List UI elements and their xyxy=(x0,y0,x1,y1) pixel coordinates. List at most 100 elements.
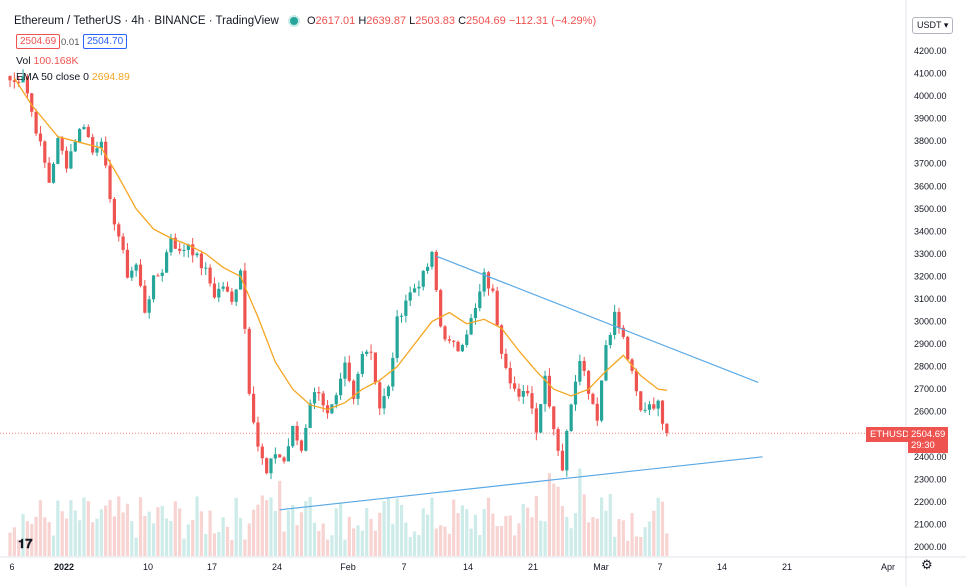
volume-bar xyxy=(95,518,99,556)
x-tick-label: Feb xyxy=(340,562,356,572)
volume-bar xyxy=(195,496,199,556)
volume-bar xyxy=(121,512,125,556)
candle-body xyxy=(265,458,269,474)
volume-bar xyxy=(469,528,473,556)
ema-label: EMA 50 close 0 xyxy=(16,71,89,83)
volume-bar xyxy=(630,513,634,556)
candle-body xyxy=(73,141,77,152)
volume-bar xyxy=(595,518,599,556)
volume-bar xyxy=(539,520,543,556)
currency-label: USDT xyxy=(917,20,942,30)
candle-body xyxy=(291,425,295,447)
candle-body xyxy=(147,299,151,313)
volume-bar xyxy=(265,500,269,556)
ema-legend[interactable]: EMA 50 close 0 2694.89 xyxy=(16,71,130,83)
candle-body xyxy=(182,249,186,251)
candle-body xyxy=(534,408,538,433)
candle-body xyxy=(186,244,190,250)
candle-body xyxy=(452,340,456,342)
volume-bar xyxy=(643,527,647,556)
volume-bar xyxy=(360,530,364,556)
candle-body xyxy=(125,249,130,278)
volume-bar xyxy=(513,535,517,556)
volume-bar xyxy=(208,510,212,556)
volume-bar xyxy=(212,533,217,556)
volume-bar xyxy=(317,530,321,556)
volume-label: Vol xyxy=(16,55,31,67)
volume-bar xyxy=(330,535,334,556)
chevron-down-icon: ▾ xyxy=(943,20,949,30)
volume-bar xyxy=(30,524,34,556)
candle-body xyxy=(343,362,347,379)
candle-body xyxy=(621,327,625,337)
candle-body xyxy=(569,404,573,431)
volume-bar xyxy=(591,517,595,556)
candle-body xyxy=(60,138,64,151)
ema-50-line xyxy=(13,77,667,411)
volume-bar xyxy=(430,497,434,556)
candle-body xyxy=(600,380,604,421)
candle-body xyxy=(339,378,343,396)
volume-bar xyxy=(104,505,108,556)
candle-body xyxy=(156,275,160,277)
volume-bar xyxy=(43,517,47,556)
candle-body xyxy=(234,289,238,302)
currency-button[interactable]: USDT ▾ xyxy=(912,17,954,34)
settings-gear-icon[interactable]: ⚙ xyxy=(921,557,933,572)
volume-bar xyxy=(321,523,325,556)
candle-body xyxy=(56,138,60,164)
candle-body xyxy=(178,248,182,251)
chart-header: Ethereum / TetherUS · 4h · BINANCE · Tra… xyxy=(14,15,596,27)
candle-body xyxy=(17,81,21,83)
symbol-title[interactable]: Ethereum / TetherUS · 4h · BINANCE · Tra… xyxy=(14,15,279,27)
volume-bar xyxy=(626,540,630,556)
candle-body xyxy=(626,336,630,360)
candle-body xyxy=(656,400,660,409)
volume-bar xyxy=(560,506,565,556)
y-tick-label: 3100.00 xyxy=(914,294,947,304)
volume-bar xyxy=(465,509,469,556)
volume-bar xyxy=(608,494,612,556)
candle-body xyxy=(460,344,464,352)
candle-body xyxy=(591,393,595,404)
candle-body xyxy=(491,288,495,291)
volume-legend[interactable]: Vol 100.168K xyxy=(16,55,79,67)
candle-body xyxy=(547,375,551,407)
x-tick-label: 7 xyxy=(657,562,662,572)
candle-body xyxy=(91,137,95,153)
volume-bar xyxy=(586,522,591,556)
candle-body xyxy=(173,237,177,249)
sell-price-box[interactable]: 2504.69 xyxy=(16,34,61,49)
candle-body xyxy=(308,403,312,428)
candle-body xyxy=(643,409,647,411)
volume-bar xyxy=(221,517,225,556)
volume-bar xyxy=(426,514,430,556)
candle-body xyxy=(238,270,243,290)
candle-body xyxy=(247,328,251,394)
tradingview-logo-icon[interactable]: 𝟏𝟕 xyxy=(18,536,33,551)
candle-body xyxy=(95,148,99,153)
symbol-price-tag: ETHUSDT xyxy=(866,427,919,442)
x-tick-label: 6 xyxy=(9,562,14,572)
volume-bar xyxy=(191,519,195,556)
buy-price-box[interactable]: 2504.70 xyxy=(83,34,128,49)
volume-bar xyxy=(517,523,521,556)
volume-bar xyxy=(460,505,464,556)
y-tick-label: 2700.00 xyxy=(914,384,947,394)
volume-bar xyxy=(434,528,438,556)
volume-bar xyxy=(565,516,569,556)
volume-bar xyxy=(82,497,86,556)
candle-body xyxy=(473,308,478,319)
countdown-value: 29:30 xyxy=(911,440,935,451)
candle-body xyxy=(317,392,321,394)
volume-bar xyxy=(365,508,369,556)
candle-body xyxy=(143,285,147,313)
volume-bar xyxy=(604,510,608,556)
volume-bar xyxy=(312,522,317,556)
y-tick-label: 2400.00 xyxy=(914,452,947,462)
y-tick-label: 4200.00 xyxy=(914,46,947,56)
candle-body xyxy=(399,315,404,317)
volume-bar xyxy=(621,520,625,556)
candle-body xyxy=(356,373,360,399)
